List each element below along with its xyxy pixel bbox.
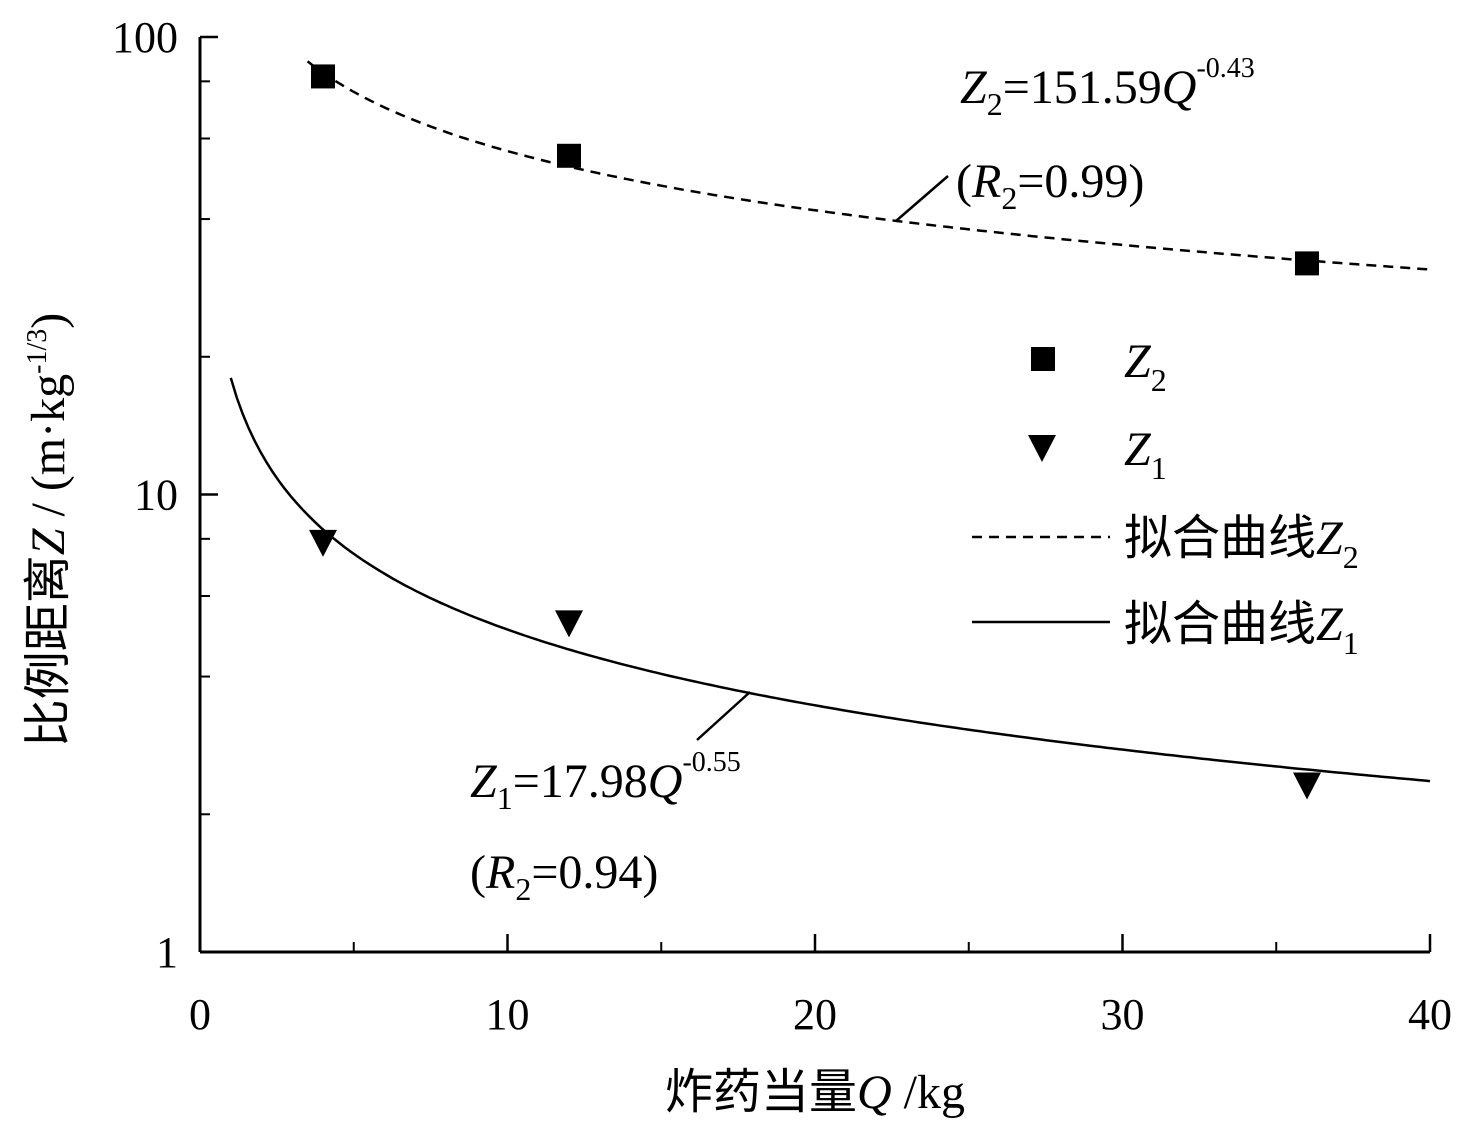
z2-data-point [311,64,335,89]
x-tick-label: 30 [1101,990,1145,1039]
legend-z1-label: Z1 [1124,423,1167,486]
z1-equation: Z1=17.98Q-0.55 [470,747,741,816]
x-tick-label: 10 [486,990,530,1039]
y-tick-label: 1 [156,928,178,977]
legend-z2-marker [1031,347,1055,371]
z1-data-point [555,610,583,638]
x-axis-title: 炸药当量Q /kg [665,1066,965,1119]
z2-equation: Z2=151.59Q-0.43 [960,53,1255,122]
z2-r-squared: (R2=0.99) [956,155,1144,216]
axes [198,37,1430,954]
z1-data-point [1293,772,1321,800]
ticks: 0 10 20 30 40 1 10 100 [112,13,1452,1039]
x-tick-label: 0 [189,990,211,1039]
z2-annotation-leader [895,175,949,222]
x-tick-label: 40 [1408,990,1452,1039]
z2-data-point [557,143,581,168]
x-tick-label: 20 [793,990,837,1039]
legend-z1-marker [1028,435,1056,462]
data-points [309,64,1321,800]
legend: Z2 Z1 拟合曲线Z2 拟合曲线Z1 [972,335,1359,661]
legend-fit1-label: 拟合曲线Z1 [1124,598,1359,661]
y-tick-label: 100 [112,13,178,62]
y-axis-title: 比例距离Z / (m·kg-1/3) [22,313,75,747]
y-tick-label: 10 [134,471,178,520]
fit-curve-z2 [306,60,1431,271]
z1-r-squared: (R2=0.94) [470,846,658,907]
fit-curves [229,60,1431,783]
legend-z2-label: Z2 [1124,335,1167,398]
legend-fit2-label: 拟合曲线Z2 [1124,512,1359,575]
z2-data-point [1295,251,1319,276]
z1-data-point [309,529,337,557]
fit-curve-z1 [229,377,1431,783]
z1-annotation-leader [696,691,751,741]
